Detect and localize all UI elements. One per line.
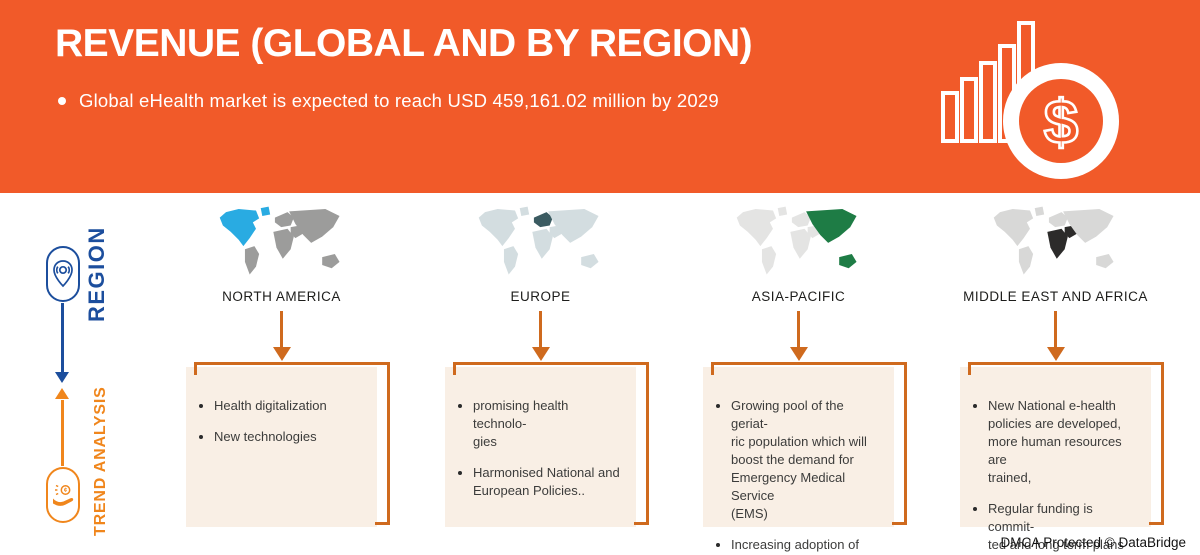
world-map (736, 206, 857, 275)
trend-box-wrap: New National e-health policies are devel… (960, 362, 1164, 555)
region-name: NORTH AMERICA (222, 289, 341, 304)
trend-box-wrap: Health digitalization New technologies (186, 362, 390, 527)
trend-bullet: Health digitalization (214, 397, 363, 415)
world-map (478, 206, 599, 275)
svg-text:¢: ¢ (64, 488, 68, 494)
column-down-arrow-icon (186, 311, 377, 361)
subtitle-row: Global eHealth market is expected to rea… (58, 90, 719, 112)
trend-bullet: Harmonised National and European Policie… (473, 464, 622, 500)
column-down-arrow-icon (445, 311, 636, 361)
trend-bullet: promising health technolo- gies (473, 397, 622, 451)
location-pin-icon (53, 260, 73, 288)
trend-bullet: Regular funding is commit- ted and long … (988, 500, 1137, 555)
column-down-arrow-icon (960, 311, 1151, 361)
arrow-up-icon (55, 388, 69, 399)
trend-bullet-list: Growing pool of the geriat- ric populati… (703, 367, 894, 555)
region-column: EUROPE promising health technolo- gies Ha… (445, 203, 649, 548)
trend-bullet: Increasing adoption of digital health in… (731, 536, 880, 555)
region-column: ASIA-PACIFIC Growing pool of the geriat-… (703, 203, 907, 555)
region-name: EUROPE (510, 289, 571, 304)
region-axis-label: REGION (84, 226, 109, 322)
trend-box-wrap: Growing pool of the geriat- ric populati… (703, 362, 907, 555)
bullet-dot-icon (58, 97, 66, 105)
region-connector-line (61, 303, 64, 372)
dmca-footer: DMCA Protected © DataBridge (1000, 535, 1186, 550)
column-down-arrow-icon (703, 311, 894, 361)
region-name: ASIA-PACIFIC (751, 289, 846, 304)
trend-bullet: New technologies (214, 428, 363, 446)
trend-box (445, 367, 636, 527)
world-map (219, 206, 340, 275)
bar-chart-dollar-icon: $ (941, 21, 1119, 179)
trend-box-wrap: promising health technolo- gies Harmonise… (445, 362, 649, 527)
trend-box (186, 367, 377, 527)
trend-connector-line (61, 400, 64, 466)
page-title: REVENUE (GLOBAL AND BY REGION) (55, 22, 753, 65)
subtitle-text: Global eHealth market is expected to rea… (79, 90, 719, 111)
trend-bullet-list: New National e-health policies are devel… (960, 367, 1151, 555)
trend-bullet: New National e-health policies are devel… (988, 397, 1137, 487)
svg-text:$: $ (1044, 89, 1078, 158)
region-capsule (46, 246, 80, 302)
region-column: NORTH AMERICA Health digitalization New t… (186, 203, 390, 548)
region-column: MIDDLE EAST AND AFRICA New National e-he… (960, 203, 1164, 555)
header-banner: REVENUE (GLOBAL AND BY REGION) Global eH… (0, 0, 1200, 193)
arrow-down-icon (55, 372, 69, 383)
trend-bullet: Growing pool of the geriat- ric populati… (731, 397, 880, 523)
trend-capsule: ¢ (46, 467, 80, 523)
world-map (993, 206, 1114, 275)
trend-bullet-list: Health digitalization New technologies (186, 367, 377, 459)
trend-box (703, 367, 894, 527)
trend-box (960, 367, 1151, 527)
hand-coin-icon: ¢ (53, 484, 74, 506)
region-name: MIDDLE EAST AND AFRICA (963, 289, 1148, 304)
trend-analysis-axis-label: TREND ANALYSIS (92, 386, 109, 536)
trend-bullet-list: promising health technolo- gies Harmonise… (445, 367, 636, 513)
